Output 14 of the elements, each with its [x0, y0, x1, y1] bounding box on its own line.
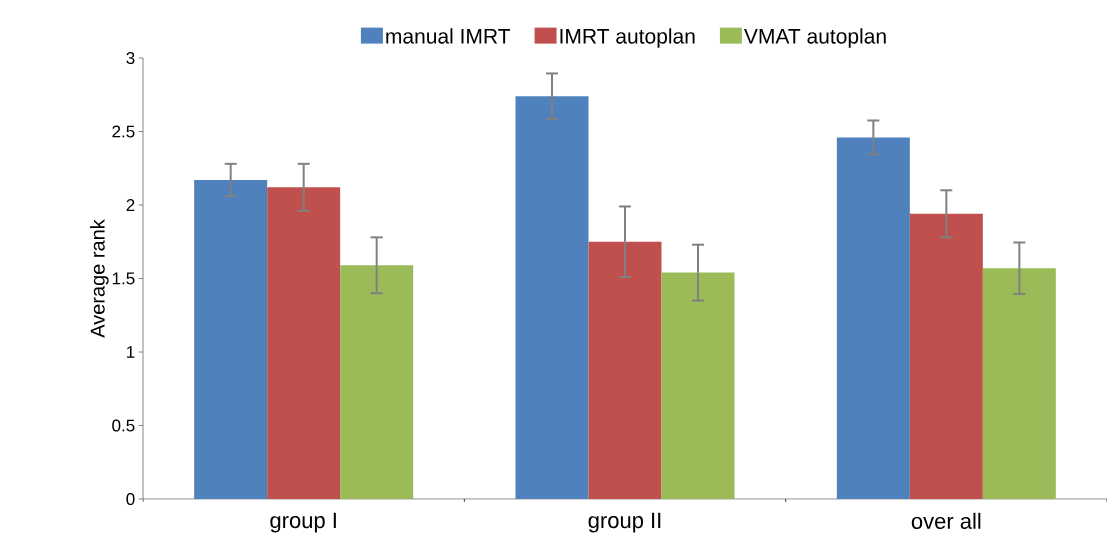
legend-label: IMRT autoplan	[560, 28, 695, 48]
y-tick-label: 2	[126, 199, 135, 211]
y-tick-label: 1	[127, 346, 135, 358]
x-tick-label: over all	[911, 512, 981, 529]
y-tick-label: 0.5	[112, 419, 135, 432]
x-tick-label: group II	[588, 512, 661, 533]
y-tick-label: 3	[126, 51, 135, 65]
y-tick-label: 0	[126, 492, 135, 506]
x-tick-label: group I	[270, 512, 336, 533]
y-tick-label: 2.5	[112, 125, 135, 138]
legend-label: manual IMRT	[386, 28, 511, 44]
y-tick-label: 1.5	[112, 272, 135, 285]
y-axis-title: Average rank	[90, 219, 109, 338]
legend-label: VMAT autoplan	[744, 28, 886, 48]
